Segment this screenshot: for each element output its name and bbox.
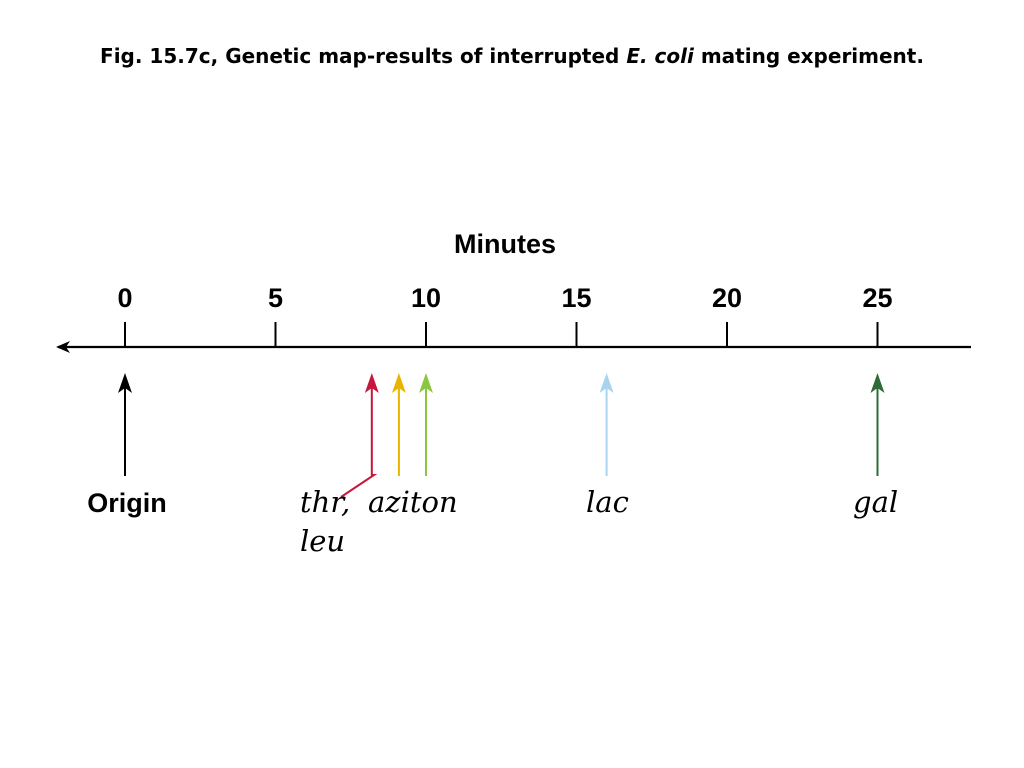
gene-label-aziton: aziton — [368, 485, 458, 519]
origin-arrow — [118, 373, 132, 476]
axis-label: Minutes — [454, 229, 556, 259]
axis-tick-label: 25 — [862, 283, 892, 313]
marker-arrow-thr-leu — [340, 373, 379, 498]
marker-arrows — [118, 373, 885, 498]
origin-label: Origin — [87, 488, 167, 518]
gene-label-lac: lac — [586, 485, 629, 519]
axis-tick-label: 0 — [117, 283, 132, 313]
marker-arrow-ton — [419, 373, 433, 476]
figure-title: Fig. 15.7c, Genetic map-results of inter… — [0, 44, 1024, 68]
tick-labels: 0 5 10 15 20 25 — [117, 283, 892, 313]
axis-tick-label: 5 — [268, 283, 283, 313]
figure-title-species: E. coli — [626, 44, 694, 68]
axis-tick-label: 15 — [561, 283, 591, 313]
figure-title-suffix: mating experiment. — [693, 44, 924, 68]
figure-title-prefix: Fig. 15.7c, Genetic map-results of inter… — [100, 44, 627, 68]
ticks — [124, 322, 879, 347]
marker-arrow-lac — [599, 373, 614, 476]
gene-label-leu: leu — [300, 524, 345, 558]
gene-label-gal: gal — [853, 485, 898, 519]
gene-label-thr: thr, — [300, 485, 350, 519]
marker-arrow-azi — [391, 373, 406, 476]
axis-tick-label: 10 — [411, 283, 441, 313]
axis-tick-label: 20 — [712, 283, 742, 313]
marker-arrow-gal — [870, 373, 885, 476]
